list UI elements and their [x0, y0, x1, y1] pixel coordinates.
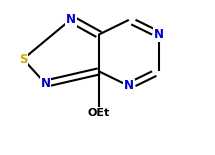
Text: OEt: OEt [88, 108, 110, 118]
Text: S: S [19, 53, 27, 66]
Text: N: N [41, 77, 51, 90]
Text: N: N [124, 80, 134, 92]
Text: N: N [66, 13, 76, 26]
Text: N: N [154, 28, 164, 41]
